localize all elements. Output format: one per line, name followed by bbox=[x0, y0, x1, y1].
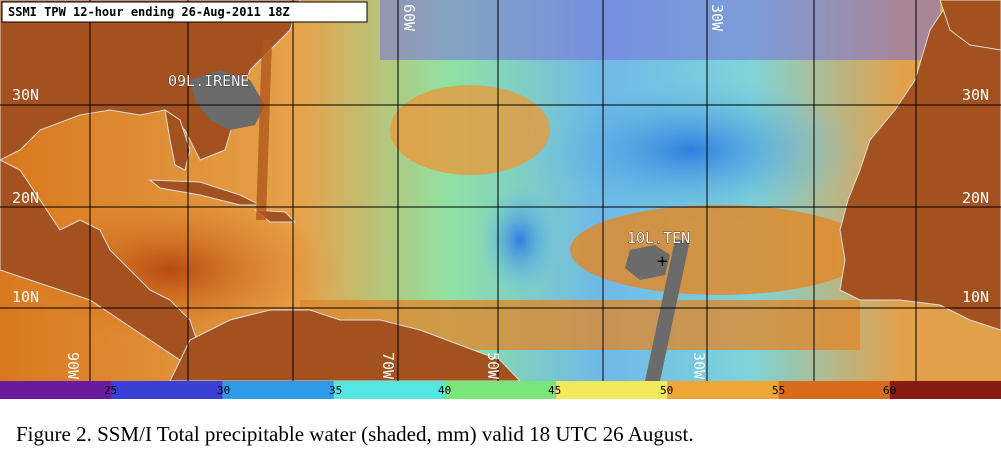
land-africa bbox=[839, 0, 1001, 331]
colorbar-tick-25: 25 bbox=[104, 384, 117, 397]
colorbar-segment bbox=[333, 381, 446, 399]
missing-swath-irene bbox=[256, 40, 272, 220]
map-title: SSMI TPW 12-hour ending 26-Aug-2011 18Z bbox=[8, 5, 290, 19]
missing-ten-core bbox=[625, 245, 670, 280]
colorbar-tick-40: 40 bbox=[438, 384, 451, 397]
colorbar-segment bbox=[889, 381, 1001, 399]
dry-band-north bbox=[380, 0, 940, 60]
colorbar-segment bbox=[444, 381, 558, 399]
colorbar-tick-55: 55 bbox=[772, 384, 785, 397]
dry-area-tongue bbox=[480, 185, 560, 295]
storm-label-ten: 10L.TEN bbox=[627, 229, 690, 247]
lon-label-30w-bottom: 30W bbox=[690, 352, 708, 380]
colorbar-segments bbox=[0, 381, 1001, 399]
moist-area-itcz bbox=[570, 205, 870, 295]
lon-label-30w-top: 30W bbox=[708, 4, 726, 32]
missing-irene-core bbox=[190, 70, 265, 130]
dry-area-central bbox=[520, 75, 860, 225]
colorbar-tick-30: 30 bbox=[217, 384, 230, 397]
storm-label-irene: 09L.IRENE bbox=[168, 72, 249, 90]
colorbar-tick-60: 60 bbox=[883, 384, 896, 397]
land-florida bbox=[164, 108, 191, 171]
colorbar-segment bbox=[0, 381, 113, 399]
map-title-box bbox=[1, 1, 368, 23]
lat-label-10n-right: 10N bbox=[962, 288, 989, 306]
land-cuba bbox=[148, 179, 261, 206]
storm-center-marker: + bbox=[657, 251, 668, 272]
tpw-colorbar: 25 30 35 40 45 50 55 60 bbox=[0, 381, 1001, 399]
lon-label-60w-top: 60W bbox=[400, 4, 418, 32]
lon-label-50w-bottom: 50W bbox=[484, 352, 502, 380]
land-south-america bbox=[169, 309, 521, 381]
colorbar-tick-50: 50 bbox=[660, 384, 673, 397]
lon-label-90w-bottom: 90W bbox=[64, 352, 82, 380]
lat-lon-grid bbox=[0, 0, 1001, 381]
lat-label-20n-left: 20N bbox=[12, 189, 39, 207]
missing-swath bbox=[645, 240, 690, 381]
lat-label-30n-right: 30N bbox=[962, 86, 989, 104]
colorbar-tick-45: 45 bbox=[548, 384, 561, 397]
lat-label-20n-right: 20N bbox=[962, 189, 989, 207]
lon-label-70w-bottom: 70W bbox=[379, 352, 397, 380]
figure-caption: Figure 2. SSM/I Total precipitable water… bbox=[16, 422, 694, 446]
colorbar-segment bbox=[222, 381, 335, 399]
colorbar-tick-35: 35 bbox=[329, 384, 342, 397]
tpw-map: SSMI TPW 12-hour ending 26-Aug-2011 18Z … bbox=[0, 0, 1001, 381]
colorbar-segment bbox=[111, 381, 224, 399]
colorbar-segment bbox=[778, 381, 891, 399]
colorbar-segment bbox=[667, 381, 780, 399]
land-mexico-central-america bbox=[0, 159, 201, 361]
colorbar-segment bbox=[556, 381, 669, 399]
lat-label-30n-left: 30N bbox=[12, 86, 39, 104]
land-iberia bbox=[939, 0, 1001, 51]
moist-area-central bbox=[390, 85, 550, 175]
lat-label-10n-left: 10N bbox=[12, 288, 39, 306]
